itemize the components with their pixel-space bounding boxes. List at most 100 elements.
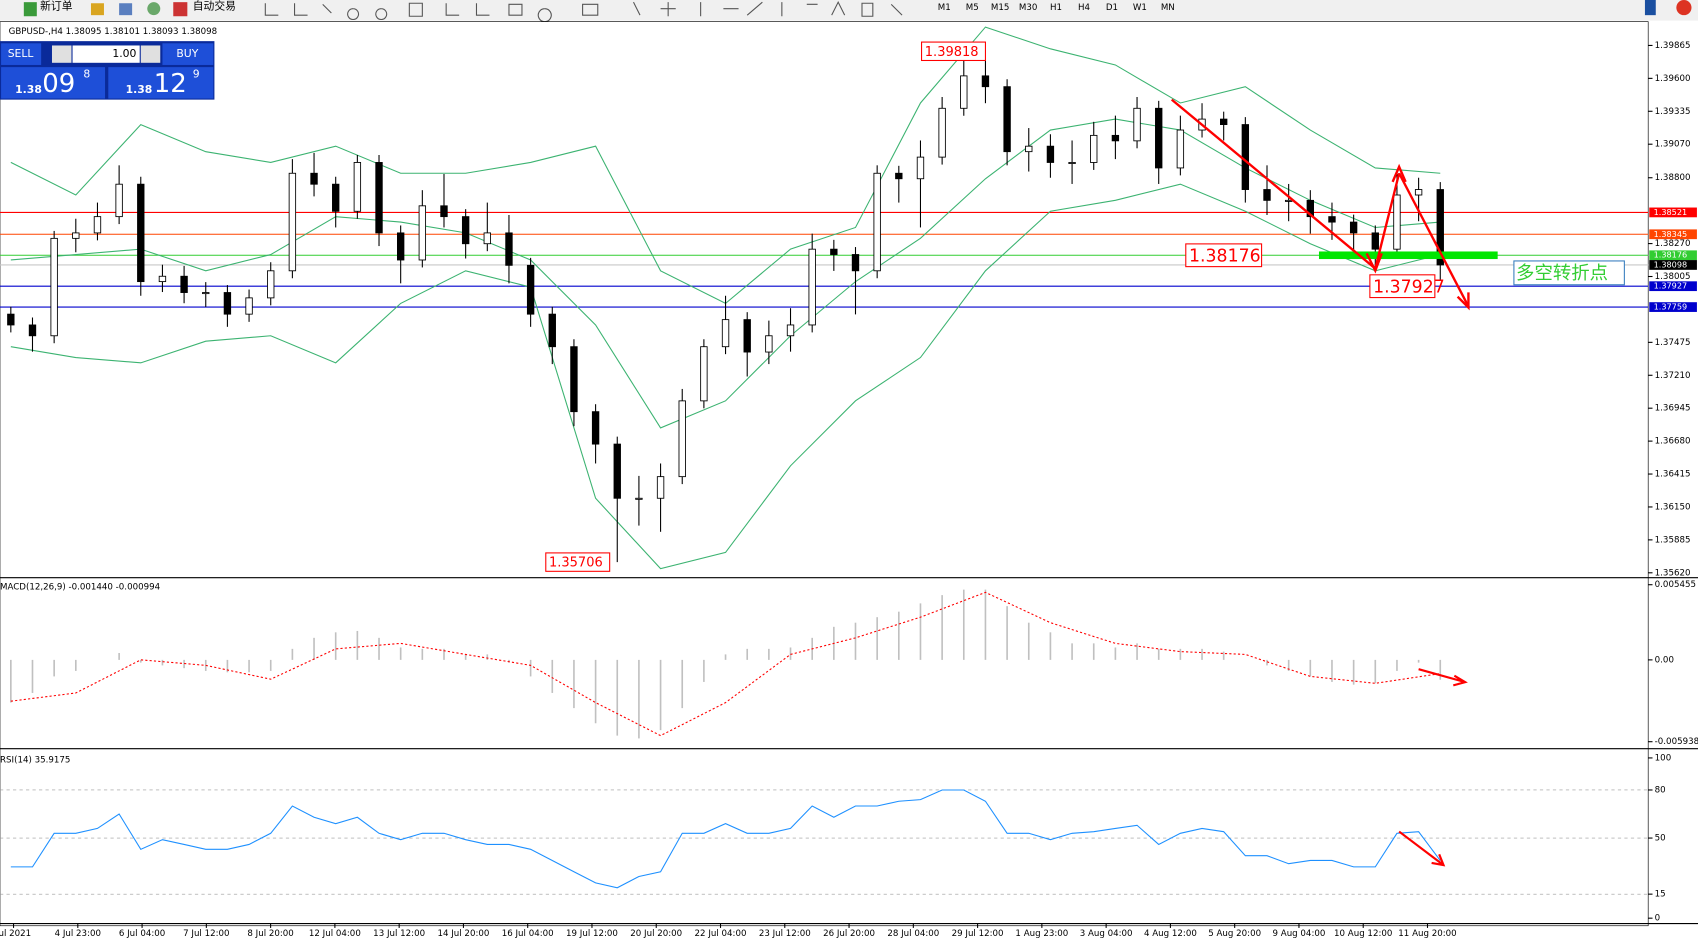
- sell-price-pips[interactable]: 09: [42, 69, 75, 99]
- buy-price-pips[interactable]: 12: [154, 69, 187, 99]
- trend-arrow: [1398, 830, 1446, 867]
- x-tick-label: 11 Aug 20:00: [1398, 929, 1456, 939]
- support-zone: [1318, 251, 1498, 260]
- trend-arrow: [1365, 252, 1383, 274]
- y-tick-label: 1.37210: [1655, 371, 1691, 381]
- lot-up[interactable]: [140, 45, 161, 63]
- tool-icon[interactable]: [147, 2, 161, 16]
- y-tick-label: 1.36150: [1655, 502, 1691, 512]
- timeframe-button[interactable]: D1: [1106, 3, 1118, 13]
- buy-price-point[interactable]: 9: [193, 68, 200, 81]
- candle-body: [981, 75, 990, 88]
- panel-title: GBPUSD-,H4 1.38095 1.38101 1.38093 1.380…: [9, 27, 217, 37]
- y-tick-label: -0.005938: [1655, 737, 1698, 747]
- tool-icon[interactable]: [119, 3, 133, 16]
- timeframe-button[interactable]: W1: [1133, 3, 1147, 13]
- alert-icon[interactable]: [1676, 0, 1692, 16]
- x-tick-label: 28 Jul 04:00: [887, 929, 939, 939]
- trend-arrow: [1418, 668, 1468, 687]
- x-tick-label: 16 Jul 04:00: [502, 929, 554, 939]
- candle-body: [1371, 232, 1379, 250]
- y-tick-label: 1.38005: [1655, 272, 1691, 282]
- x-tick-label: Jul 2021: [0, 929, 31, 939]
- trend-arrow: [1391, 163, 1407, 183]
- price-annotation-box: [1185, 243, 1263, 268]
- sell-button[interactable]: [1, 43, 42, 65]
- auto-trading-icon[interactable]: [173, 2, 188, 17]
- lot-value[interactable]: 1.00: [112, 47, 136, 60]
- x-tick-label: 3 Aug 04:00: [1080, 929, 1133, 939]
- timeframe-button[interactable]: H1: [1050, 3, 1062, 13]
- candle-body: [1046, 145, 1055, 163]
- candle-body: [873, 172, 881, 272]
- timeframe-button[interactable]: M1: [938, 3, 951, 13]
- timeframe-button[interactable]: MN: [1161, 3, 1175, 13]
- x-tick-label: 6 Jul 04:00: [119, 929, 165, 939]
- x-tick-label: 14 Jul 20:00: [437, 929, 489, 939]
- lot-down[interactable]: [51, 45, 72, 63]
- sell-label[interactable]: SELL: [8, 47, 34, 60]
- y-tick-label: 1.39600: [1655, 74, 1691, 84]
- y-tick-label: 1.39865: [1655, 41, 1691, 51]
- timeframe-button[interactable]: M5: [966, 3, 979, 13]
- price-level-tag: [1649, 207, 1697, 218]
- x-tick-label: 9 Aug 04:00: [1273, 929, 1326, 939]
- candle-body: [895, 172, 903, 180]
- candle-body: [851, 254, 860, 272]
- candle-body: [1414, 189, 1423, 196]
- x-tick-label: 7 Jul 12:00: [183, 929, 229, 939]
- candle-body: [1328, 216, 1336, 223]
- timeframe-button[interactable]: M15: [991, 3, 1009, 13]
- candle-body: [1306, 199, 1315, 218]
- lot-input[interactable]: [72, 45, 140, 63]
- candle-body: [158, 275, 167, 283]
- toolbar: [0, 0, 1698, 21]
- sell-price-big[interactable]: 1.38: [15, 83, 42, 96]
- buy-price-big[interactable]: 1.38: [126, 83, 153, 96]
- candle-body: [526, 264, 535, 315]
- y-tick-label: 0.00: [1655, 655, 1674, 665]
- price-annotation-box: [1369, 274, 1436, 299]
- candle-body: [1090, 134, 1098, 163]
- price-level-tag: [1649, 260, 1697, 270]
- candle-body: [28, 324, 37, 337]
- candle-body: [1068, 162, 1076, 164]
- auto-trading[interactable]: 自动交易: [193, 0, 236, 12]
- y-tick-label: 1.39335: [1655, 107, 1691, 117]
- timeframe-button[interactable]: H4: [1078, 3, 1091, 13]
- candle-body: [505, 232, 513, 266]
- buy-button[interactable]: [162, 43, 214, 65]
- buy-price-box[interactable]: [108, 67, 214, 99]
- candle-body: [700, 346, 708, 402]
- price-annotation: 1.38176: [1189, 246, 1261, 266]
- new-order-icon[interactable]: [23, 2, 37, 17]
- candle-body: [332, 183, 340, 212]
- sell-price-point[interactable]: 8: [83, 68, 90, 81]
- x-tick-label: 5 Aug 20:00: [1208, 929, 1261, 939]
- y-tick-label: 1.35620: [1655, 568, 1691, 578]
- timeframe-button[interactable]: M30: [1019, 3, 1037, 13]
- sell-price-box[interactable]: [1, 67, 106, 99]
- candle-body: [916, 156, 925, 180]
- candle-body: [678, 400, 686, 478]
- x-tick-label: 19 Jul 12:00: [566, 929, 618, 939]
- candle-body: [461, 216, 470, 245]
- tool-icon[interactable]: [90, 3, 104, 16]
- candle-body: [202, 292, 210, 295]
- y-tick-label: 1.37475: [1655, 338, 1691, 348]
- candle-body: [1133, 107, 1141, 142]
- trend-arrow: [1456, 292, 1470, 311]
- panel-title: RSI(14) 35.9175: [0, 756, 70, 766]
- price-annotation-box: [545, 552, 611, 572]
- candle-body: [50, 237, 58, 337]
- trend-arrow: [1170, 98, 1377, 270]
- price-level-label: 1.37927: [1654, 281, 1688, 291]
- price-level-label: 1.38098: [1654, 259, 1688, 269]
- x-tick-label: 1 Aug 23:00: [1015, 929, 1068, 939]
- search-icon[interactable]: [1644, 0, 1656, 16]
- y-tick-label: 1.39070: [1655, 140, 1691, 150]
- buy-label[interactable]: BUY: [176, 47, 198, 60]
- new-order[interactable]: 新订单: [40, 0, 73, 12]
- candle-body: [721, 319, 730, 348]
- candle-body: [1284, 199, 1293, 202]
